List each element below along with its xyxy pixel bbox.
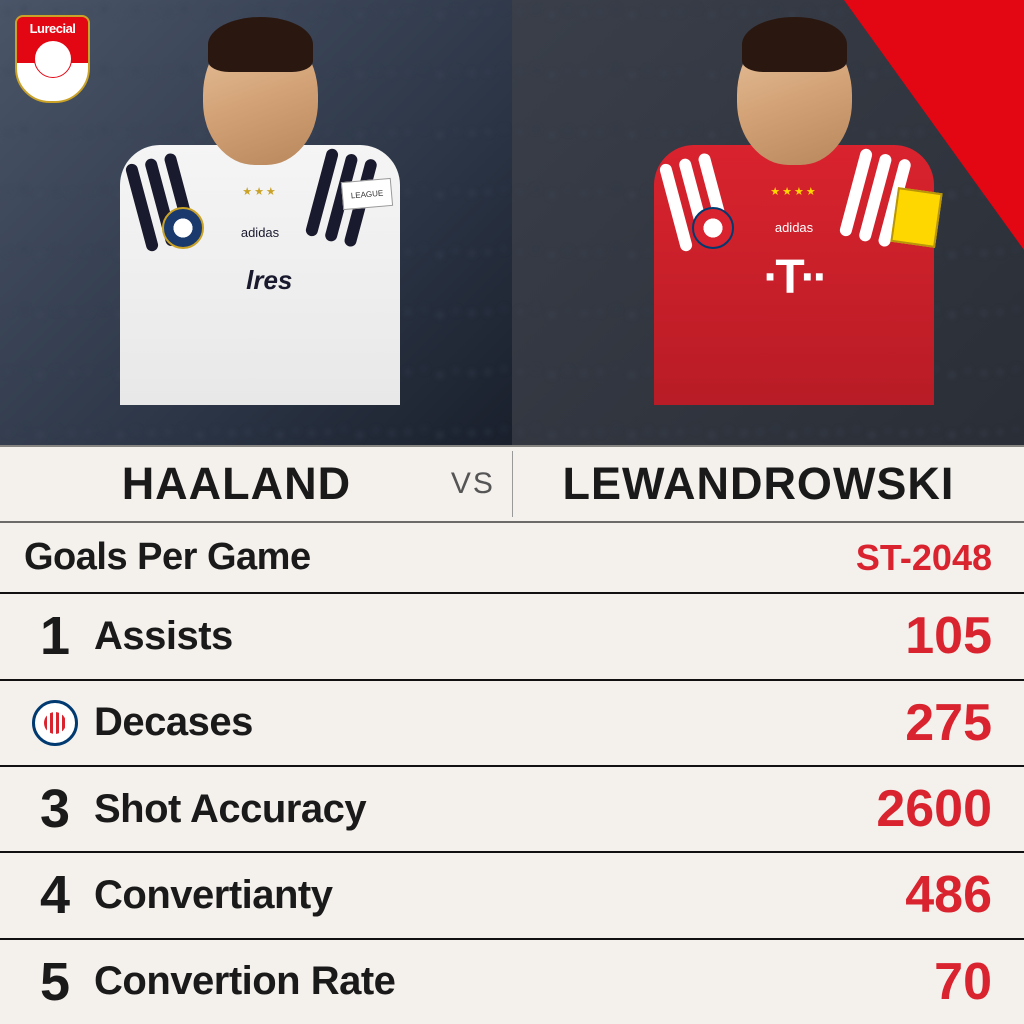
player-hair [208, 17, 313, 72]
stat-value: 486 [822, 865, 992, 925]
table-row: 1 Assists 105 [0, 594, 1024, 680]
sleeve-patch: LEAGUE [341, 178, 393, 210]
player-right-panel: ★★★★ adidas ·T·· [512, 0, 1024, 445]
stat-label: Shot Accuracy [94, 787, 822, 832]
badge-text: Lurecial [30, 21, 76, 36]
header-divider [512, 451, 513, 517]
stat-label: Convertianty [94, 873, 822, 918]
player-name-right: LEWANDROWSKI [513, 458, 1024, 510]
vs-label: VS [433, 467, 513, 501]
badge-crest-icon [34, 40, 72, 78]
rank-number: 3 [16, 778, 94, 840]
jersey-stars: ★★★ [242, 185, 278, 198]
captain-armband [890, 187, 942, 248]
stats-table: Goals Per Game ST-2048 1 Assists 105 Dec… [0, 523, 1024, 1024]
stat-value: 2600 [822, 779, 992, 839]
player-hair [742, 17, 847, 72]
table-row: 3 Shot Accuracy 2600 [0, 767, 1024, 853]
club-crest-right [692, 207, 734, 249]
club-crest-left [162, 207, 204, 249]
rank-club-icon [16, 700, 94, 746]
stat-label: Assists [94, 614, 822, 659]
rank-number: 5 [16, 951, 94, 1013]
player-name-left: HAALAND [0, 458, 433, 510]
stat-label: Goals Per Game [24, 536, 822, 579]
rank-number: 1 [16, 605, 94, 667]
player-jersey-red: ★★★★ adidas ·T·· [654, 145, 934, 405]
player-head [737, 25, 852, 165]
sponsor-text-left: lres [246, 265, 292, 296]
stat-label: Decases [94, 700, 822, 745]
table-row: Decases 275 [0, 681, 1024, 767]
sponsor-logo-right: ·T·· [763, 250, 824, 305]
brand-text-left: adidas [241, 225, 279, 240]
hero-image-area: LEAGUE ★★★ adidas lres ★★★★ [0, 0, 1024, 445]
table-row: 5 Convertion Rate 70 [0, 940, 1024, 1024]
table-row: 4 Convertianty 486 [0, 853, 1024, 939]
stat-label: Convertion Rate [94, 959, 822, 1004]
player-jersey-white: LEAGUE ★★★ adidas lres [120, 145, 400, 405]
stats-header-row: Goals Per Game ST-2048 [0, 523, 1024, 594]
stat-value: 275 [822, 693, 992, 753]
stat-value: ST-2048 [822, 537, 992, 579]
jersey-stars: ★★★★ [770, 185, 817, 198]
player-left-figure: LEAGUE ★★★ adidas lres [90, 25, 430, 445]
rank-number: 4 [16, 864, 94, 926]
stat-value: 70 [822, 952, 992, 1012]
player-right-figure: ★★★★ adidas ·T·· [624, 25, 964, 445]
club-badge-icon [32, 700, 78, 746]
player-head [203, 25, 318, 165]
source-badge-logo: Lurecial [15, 15, 90, 103]
stat-value: 105 [822, 606, 992, 666]
brand-text-right: adidas [775, 220, 813, 235]
